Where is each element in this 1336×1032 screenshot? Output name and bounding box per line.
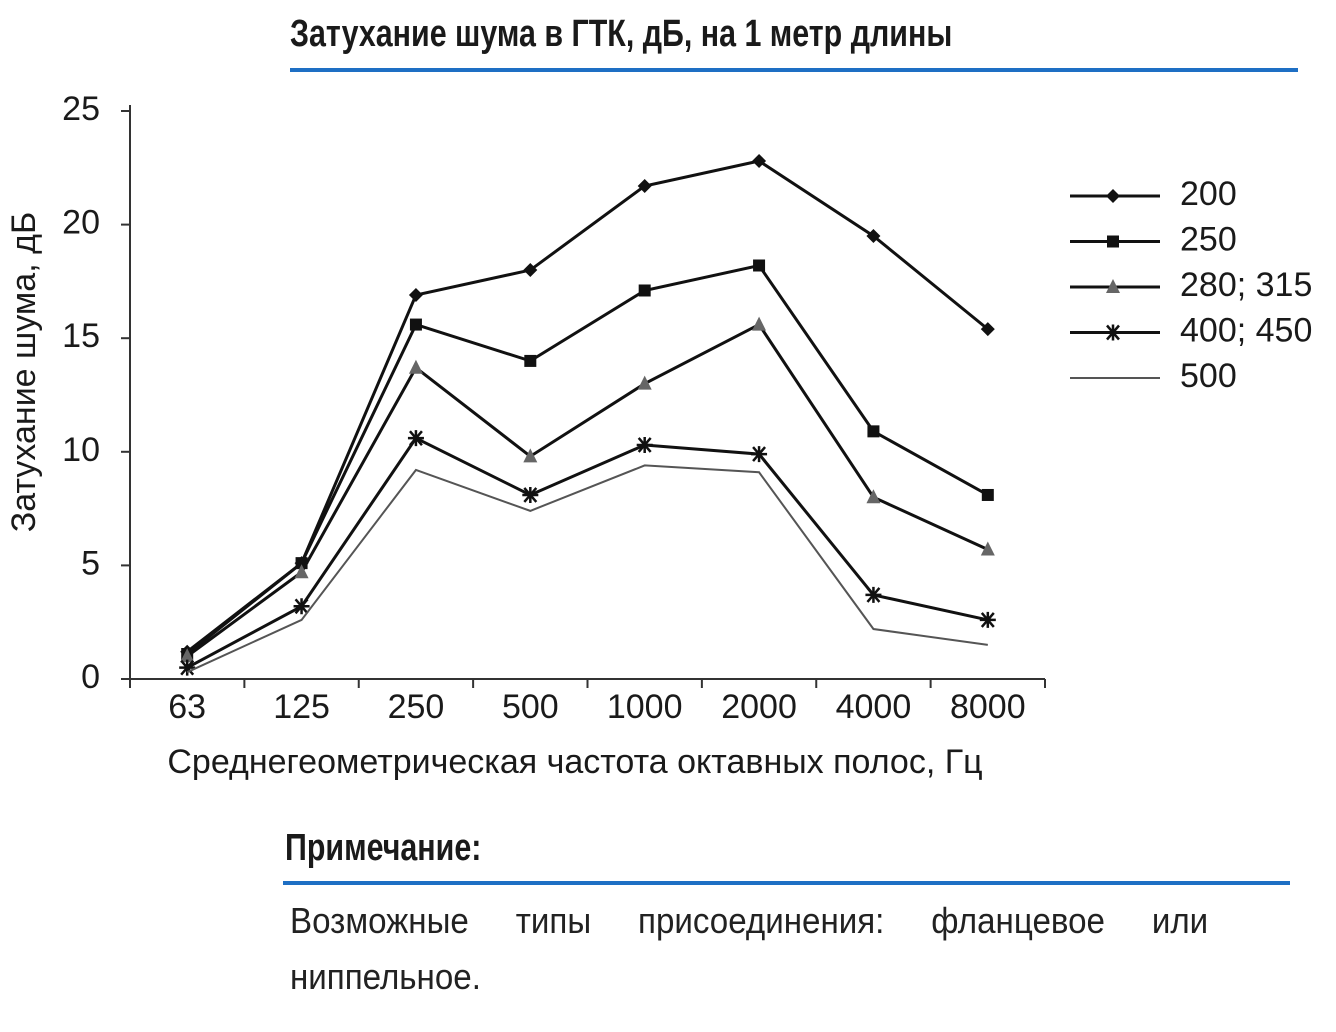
marker: [866, 228, 881, 243]
marker: [753, 259, 766, 272]
x-tick-label: 4000: [836, 688, 912, 726]
y-axis-label: Затухание шума, дБ: [5, 212, 43, 533]
series-line: [186, 436, 989, 669]
x-axis-label: Среднегеометрическая частота октавных по…: [167, 743, 982, 781]
series-line: [186, 464, 988, 674]
marker: [638, 284, 651, 297]
marker: [981, 488, 994, 501]
marker: [1106, 279, 1120, 293]
series-line: [186, 159, 989, 653]
marker: [636, 436, 653, 453]
marker: [980, 541, 995, 556]
marker: [294, 564, 309, 579]
marker: [523, 448, 538, 463]
series-line: [186, 263, 989, 656]
marker: [637, 375, 652, 390]
marker: [637, 178, 652, 193]
y-tick-label: 20: [62, 204, 100, 242]
marker: [522, 486, 539, 503]
marker: [752, 153, 767, 168]
x-tick-label: 125: [273, 688, 330, 726]
x-tick-label: 2000: [721, 688, 797, 726]
y-tick-label: 10: [62, 431, 100, 469]
marker: [866, 489, 881, 504]
chart-title: Затухание шума в ГТК, дБ, на 1 метр длин…: [290, 13, 952, 55]
marker: [1107, 235, 1119, 248]
marker: [979, 611, 996, 628]
y-tick-label: 25: [62, 90, 100, 128]
marker: [523, 263, 538, 278]
marker: [980, 322, 995, 337]
legend-label: 250: [1180, 220, 1237, 258]
marker: [407, 430, 424, 447]
marker: [524, 354, 537, 367]
x-tick-label: 500: [502, 688, 559, 726]
marker: [1105, 324, 1121, 341]
marker: [180, 648, 195, 663]
note-text: Возможные типы присоединения: фланцевое …: [290, 900, 1209, 997]
marker: [865, 586, 882, 603]
note-title: Примечание:: [285, 827, 481, 869]
marker: [179, 659, 196, 676]
marker: [1106, 189, 1120, 203]
marker: [408, 288, 423, 303]
marker: [752, 316, 767, 331]
legend-label: 500: [1180, 357, 1237, 395]
marker: [293, 598, 310, 615]
y-tick-label: 5: [81, 544, 100, 582]
legend-label: 400; 450: [1180, 311, 1312, 349]
x-tick-label: 63: [168, 688, 206, 726]
x-tick-label: 8000: [950, 688, 1026, 726]
series-line: [186, 322, 989, 658]
x-tick-label: 1000: [607, 688, 683, 726]
y-tick-label: 0: [81, 658, 100, 696]
legend-label: 200: [1180, 175, 1237, 213]
y-tick-label: 15: [62, 317, 100, 355]
marker: [867, 425, 880, 438]
marker: [751, 446, 768, 463]
x-tick-label: 250: [388, 688, 445, 726]
legend-label: 280; 315: [1180, 266, 1312, 304]
marker: [408, 359, 423, 374]
marker: [409, 318, 422, 331]
